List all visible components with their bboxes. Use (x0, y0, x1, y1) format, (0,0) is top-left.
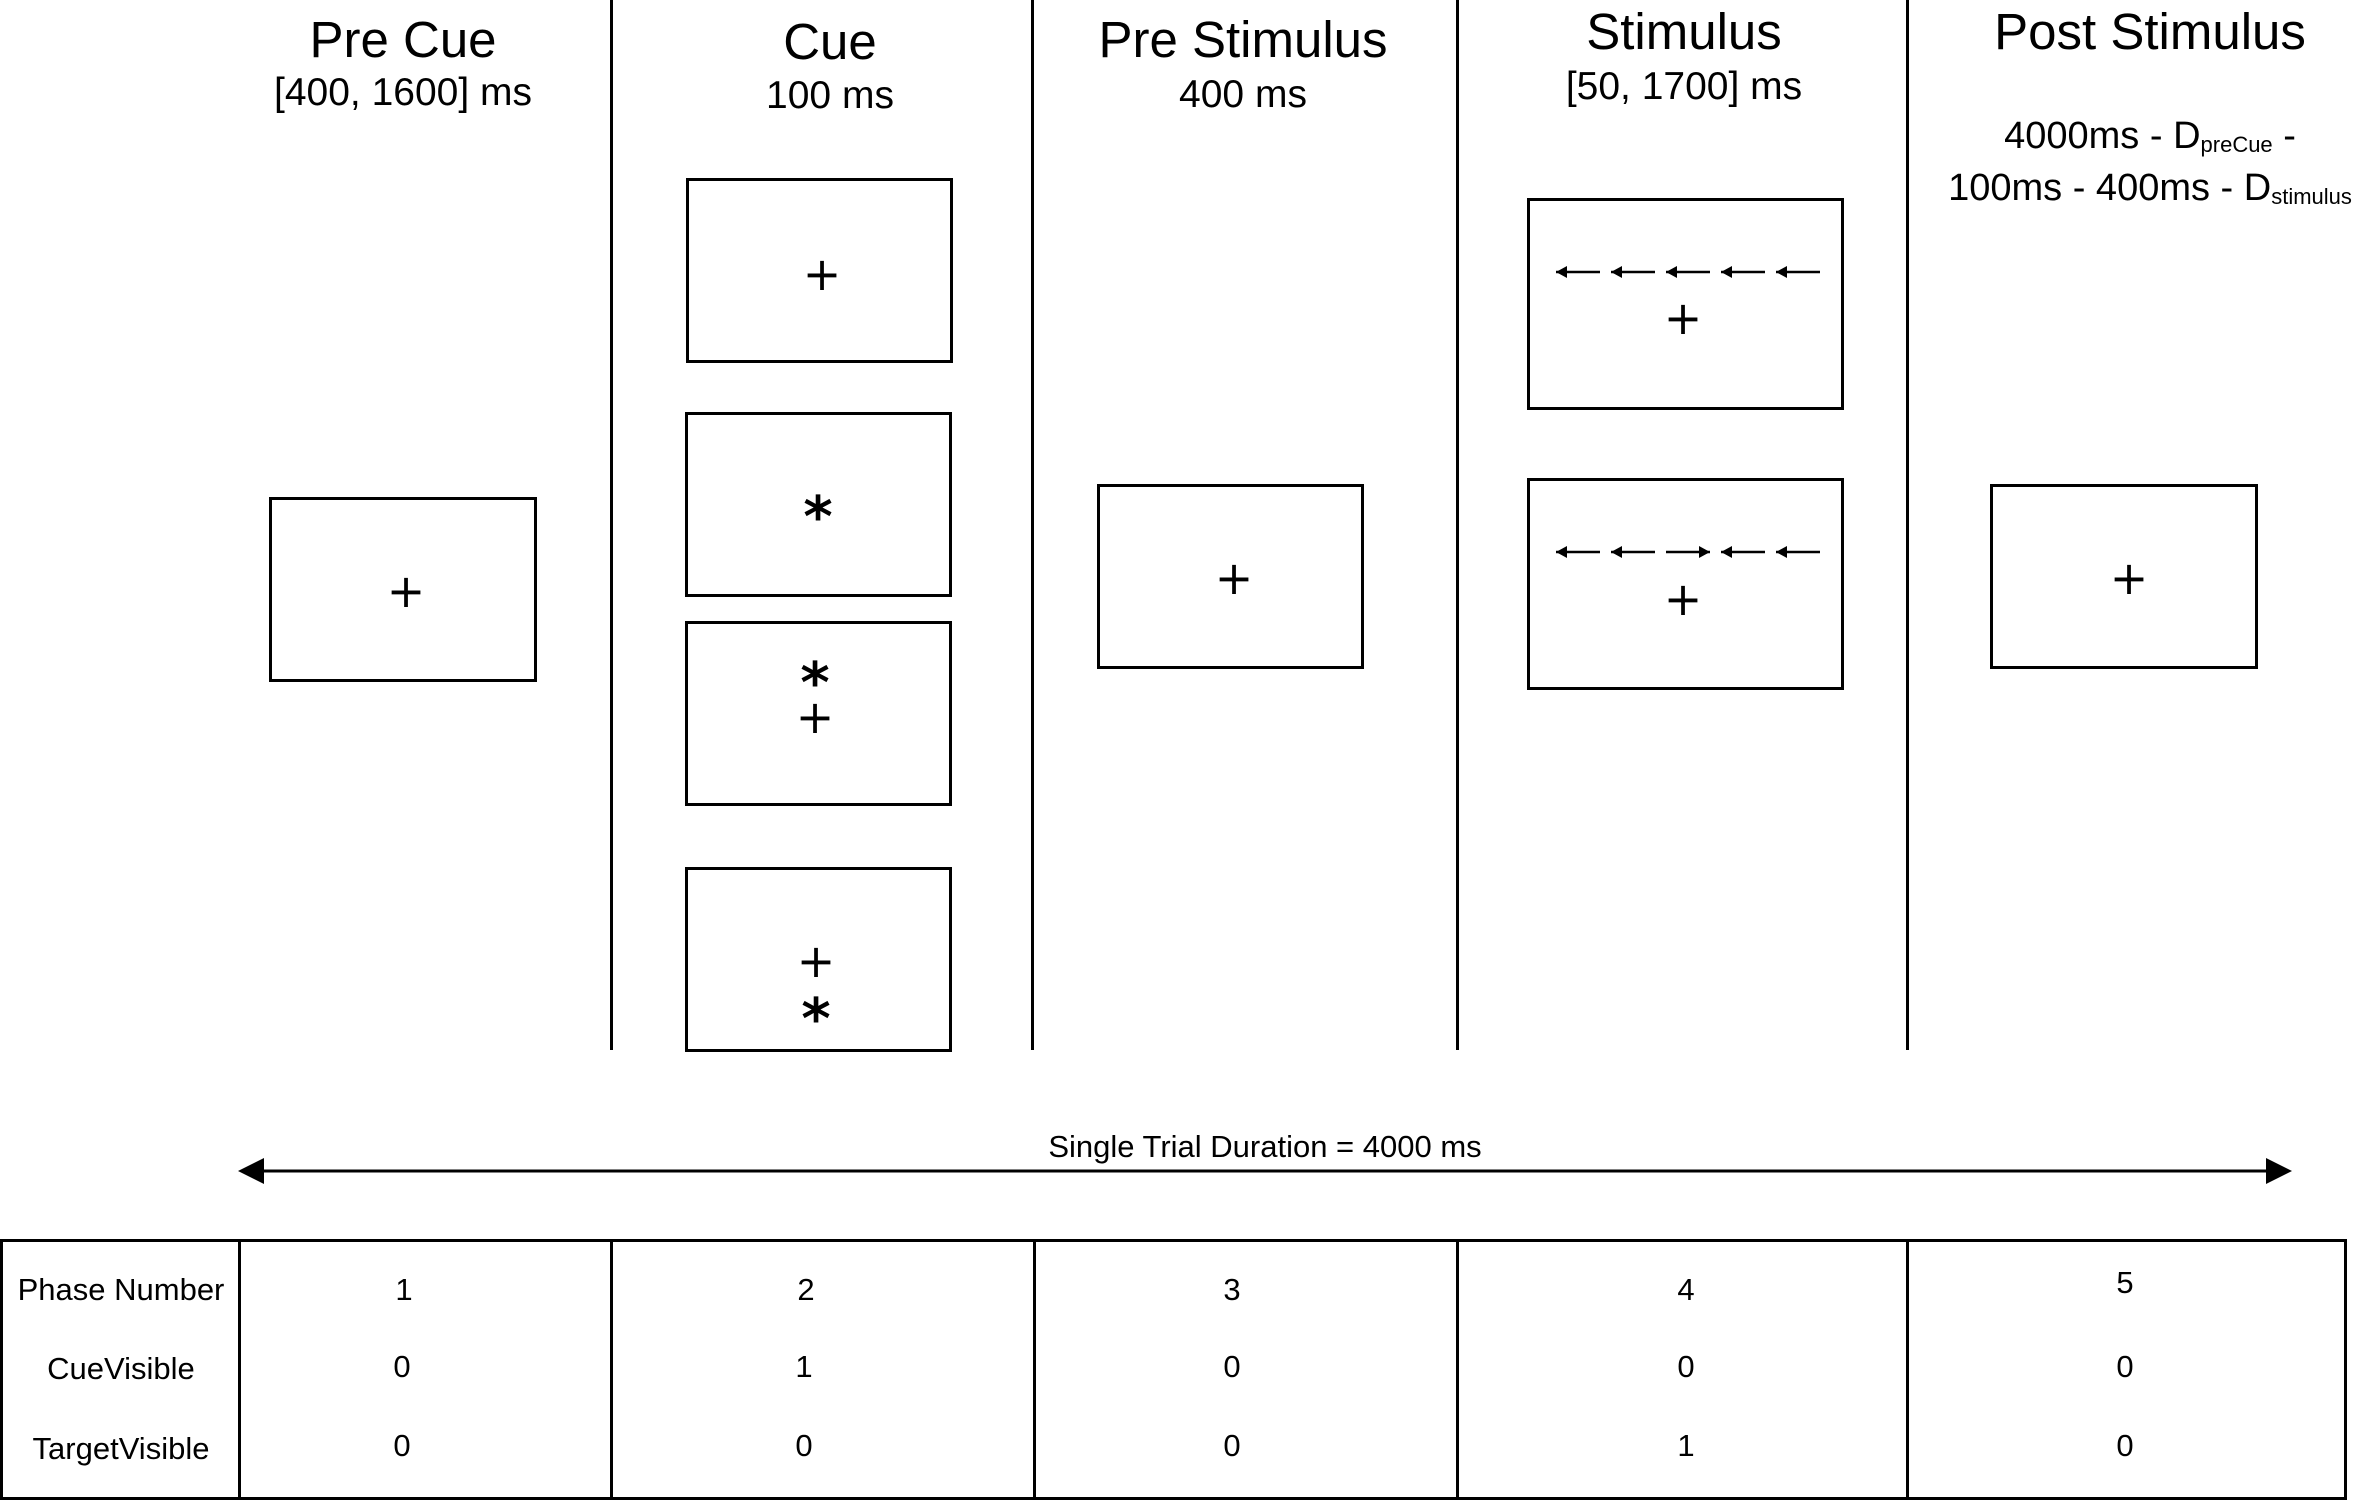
table-divider-5 (1906, 1239, 1909, 1500)
cue-asterisk: * (803, 485, 833, 550)
phase-title-post-stimulus: Post Stimulus (1994, 3, 2306, 60)
fixation-cross: + (1663, 572, 1703, 626)
left-arrow-icon (1666, 266, 1710, 278)
stimulus-screen-incongruent: + (1527, 478, 1844, 690)
post-duration-line-2: 100ms - 400ms - Dstimulus (1948, 167, 2352, 209)
stimulus-screen-congruent: + (1527, 198, 1844, 410)
cell-target-visible: 0 (2116, 1428, 2134, 1463)
cell-cue-visible: 1 (795, 1349, 813, 1384)
cell-cue-visible: 0 (1223, 1349, 1241, 1384)
table-divider-4 (1456, 1239, 1459, 1500)
left-arrow-icon (1776, 546, 1820, 558)
trial-duration-arrow (238, 1158, 2292, 1184)
row-label-phase-number: Phase Number (17, 1272, 225, 1307)
left-arrow-icon (1721, 266, 1765, 278)
cue-screen-lower-cue: + * (685, 867, 952, 1052)
fixation-cross: + (796, 934, 836, 988)
fixation-cross: + (386, 564, 426, 618)
cue-screen-upper-cue: * + (685, 621, 952, 806)
cell-cue-visible: 0 (1677, 1349, 1695, 1384)
flanker-arrows-incongruent (1556, 546, 1820, 558)
fixation-cross: + (2109, 551, 2149, 605)
cue-screen-no-cue: + (686, 178, 953, 363)
cell-phase-number: 3 (1223, 1272, 1241, 1307)
cue-asterisk: * (801, 987, 831, 1052)
cell-cue-visible: 0 (2116, 1349, 2134, 1384)
left-arrow-icon (1721, 546, 1765, 558)
phase-divider-2 (1031, 0, 1034, 1050)
post-duration-line-1: 4000ms - DpreCue - (2004, 115, 2296, 157)
table-divider-3 (1033, 1239, 1036, 1500)
fixation-cross: + (1663, 291, 1703, 345)
phase-divider-1 (610, 0, 613, 1050)
pre-stimulus-screen: + (1097, 484, 1364, 669)
cue-asterisk: * (800, 651, 830, 716)
left-arrow-icon (1611, 266, 1655, 278)
phase-duration-cue: 100 ms (766, 74, 894, 117)
left-arrow-icon (1556, 266, 1600, 278)
right-arrow-icon (1666, 546, 1710, 558)
cell-target-visible: 0 (393, 1428, 411, 1463)
table-border-left (0, 1239, 3, 1500)
table-divider-2 (610, 1239, 613, 1500)
cue-screen-center-cue: * (685, 412, 952, 597)
cell-target-visible: 1 (1677, 1428, 1695, 1463)
fixation-cross: + (1214, 551, 1254, 605)
cell-target-visible: 0 (1223, 1428, 1241, 1463)
table-border-right (2344, 1239, 2347, 1500)
phase-title-pre-cue: Pre Cue (309, 11, 497, 68)
phase-title-pre-stimulus: Pre Stimulus (1098, 11, 1388, 68)
cell-cue-visible: 0 (393, 1349, 411, 1384)
phase-duration-pre-cue: [400, 1600] ms (274, 71, 532, 114)
left-arrow-icon (1556, 546, 1600, 558)
row-label-target-visible: TargetVisible (32, 1431, 210, 1466)
phase-divider-4 (1906, 0, 1909, 1050)
cell-phase-number: 5 (2116, 1265, 2134, 1300)
table-divider-1 (238, 1239, 241, 1500)
phase-divider-3 (1456, 0, 1459, 1050)
fixation-cross: + (802, 247, 842, 301)
cell-phase-number: 4 (1677, 1272, 1695, 1307)
cell-phase-number: 1 (395, 1272, 413, 1307)
phase-duration-post-stimulus: 4000ms - DpreCue - 100ms - 400ms - Dstim… (1910, 110, 2376, 214)
cell-target-visible: 0 (795, 1428, 813, 1463)
table-border-bottom (0, 1497, 2347, 1500)
phase-title-cue: Cue (783, 13, 877, 70)
post-stimulus-screen: + (1990, 484, 2258, 669)
flanker-arrows-congruent (1556, 266, 1820, 278)
phase-duration-pre-stimulus: 400 ms (1179, 73, 1307, 116)
pre-cue-screen: + (269, 497, 537, 682)
phase-title-stimulus: Stimulus (1586, 3, 1782, 60)
phase-duration-stimulus: [50, 1700] ms (1565, 65, 1803, 108)
left-arrow-icon (1776, 266, 1820, 278)
cell-phase-number: 2 (797, 1272, 815, 1307)
left-arrow-icon (1611, 546, 1655, 558)
table-border-top (0, 1239, 2347, 1242)
trial-duration-label: Single Trial Duration = 4000 ms (1048, 1129, 1482, 1164)
fixation-cross: + (795, 690, 835, 744)
row-label-cue-visible: CueVisible (47, 1351, 195, 1386)
